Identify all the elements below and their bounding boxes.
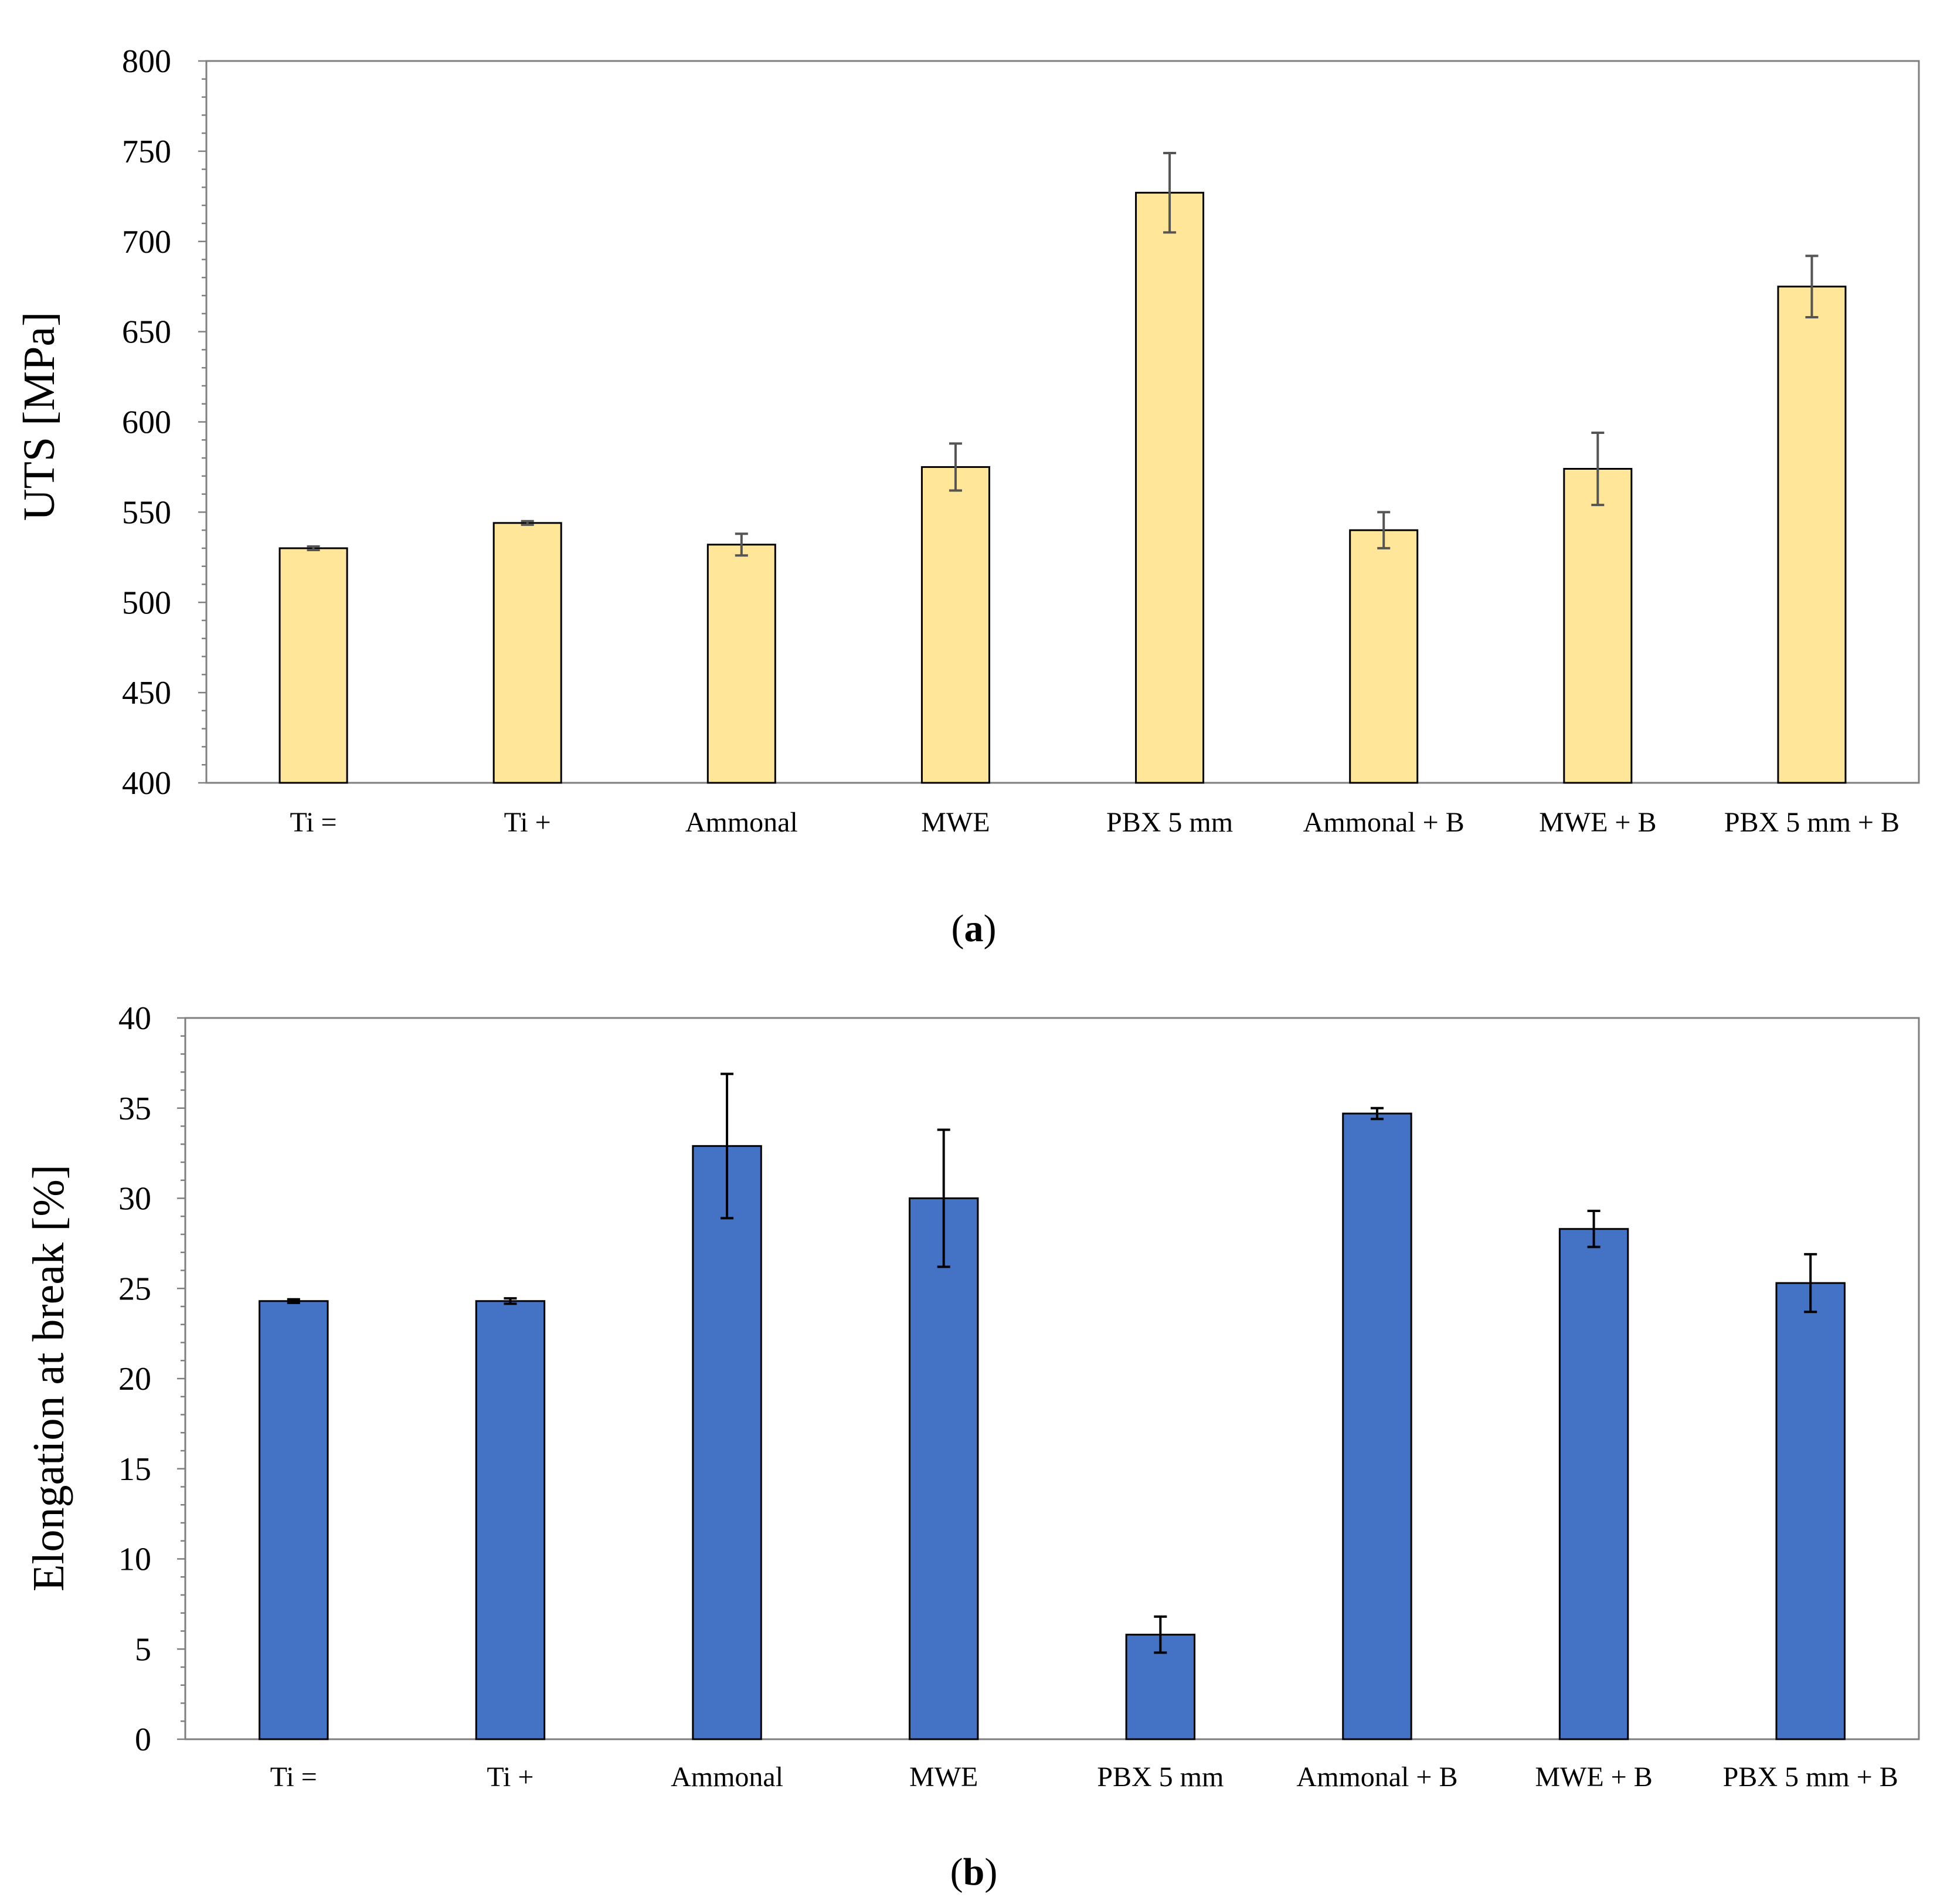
y-tick-label: 700 <box>122 224 171 260</box>
error-bar <box>735 532 748 557</box>
y-tick-label: 500 <box>122 585 171 621</box>
y-tick-label: 30 <box>118 1181 151 1217</box>
bar[interactable] <box>1135 192 1205 784</box>
x-category-label: Ammonal + B <box>1303 807 1465 838</box>
error-bar <box>721 1073 734 1220</box>
x-category-label: PBX 5 mm <box>1097 1762 1224 1793</box>
y-tick-label: 25 <box>118 1271 151 1307</box>
panel-label: (b) <box>950 1851 998 1893</box>
y-tick-label: 650 <box>122 314 171 351</box>
x-category-label: PBX 5 mm <box>1106 807 1233 838</box>
y-tick-label: 400 <box>122 765 171 802</box>
error-bar <box>1370 1107 1384 1121</box>
bar[interactable] <box>259 1300 329 1740</box>
x-category-label: Ammonal + B <box>1296 1762 1457 1793</box>
bar[interactable] <box>908 1197 979 1740</box>
error-bar <box>504 1297 517 1305</box>
y-tick-label: 10 <box>118 1542 151 1578</box>
error-bar <box>1377 511 1391 549</box>
bar[interactable] <box>475 1300 546 1740</box>
error-bar <box>521 520 534 526</box>
error-bar <box>1804 1253 1817 1314</box>
y-tick-label: 750 <box>122 134 171 170</box>
bar[interactable] <box>278 547 348 784</box>
y-axis-title: UTS [MPa] <box>15 312 64 521</box>
error-bar <box>1154 1615 1167 1654</box>
error-bar <box>307 545 320 552</box>
error-bar <box>1163 151 1177 234</box>
y-tick-label: 0 <box>135 1722 151 1758</box>
y-axis-title: Elongation at break [%] <box>24 1165 73 1591</box>
bar[interactable] <box>1558 1228 1629 1740</box>
bar[interactable] <box>1349 529 1419 784</box>
y-tick-label: 20 <box>118 1361 151 1397</box>
x-category-label: MWE + B <box>1535 1762 1652 1793</box>
x-category-label: PBX 5 mm + B <box>1724 807 1900 838</box>
y-tick-label: 600 <box>122 405 171 441</box>
x-category-label: Ti = <box>290 807 337 838</box>
y-tick-label: 15 <box>118 1451 151 1488</box>
bar[interactable] <box>920 466 990 784</box>
x-category-label: Ti + <box>487 1762 534 1793</box>
bar[interactable] <box>492 522 562 784</box>
x-category-label: MWE + B <box>1539 807 1656 838</box>
error-bar <box>287 1298 300 1304</box>
x-category-label: Ti + <box>504 807 551 838</box>
chart-panel-a: 400 450 500 550 600 650 700 750 800 UTS [MPa] Ti =… <box>15 43 1920 950</box>
plot-frame <box>184 1017 1920 1740</box>
bar[interactable] <box>692 1145 762 1740</box>
plot-frame <box>205 60 1920 784</box>
error-bar <box>949 442 962 492</box>
x-category-label: Ammonal <box>685 807 798 838</box>
y-tick-label: 5 <box>135 1631 151 1668</box>
y-tick-label: 35 <box>118 1091 151 1127</box>
x-category-label: MWE <box>909 1762 978 1793</box>
bar[interactable] <box>1775 1282 1846 1740</box>
x-category-label: PBX 5 mm + B <box>1723 1762 1898 1793</box>
x-category-label: MWE <box>921 807 990 838</box>
chart-panel-b: 0 5 10 15 20 25 30 35 40 Elongation at break [%] T… <box>24 1000 1920 1893</box>
error-bar <box>937 1128 950 1268</box>
bar[interactable] <box>1563 468 1633 784</box>
bar[interactable] <box>1777 286 1847 784</box>
x-category-label: Ammonal <box>671 1762 783 1793</box>
y-tick-label: 40 <box>118 1000 151 1037</box>
y-tick-label: 450 <box>122 675 171 711</box>
y-tick-label: 550 <box>122 494 171 531</box>
error-bar <box>1805 254 1819 319</box>
error-bar <box>1591 431 1605 507</box>
error-bar <box>1587 1210 1601 1248</box>
bar[interactable] <box>1342 1112 1412 1740</box>
x-category-label: Ti = <box>270 1762 317 1793</box>
bar[interactable] <box>706 544 776 784</box>
panel-label: (a) <box>952 907 997 950</box>
y-tick-label: 800 <box>122 43 171 80</box>
